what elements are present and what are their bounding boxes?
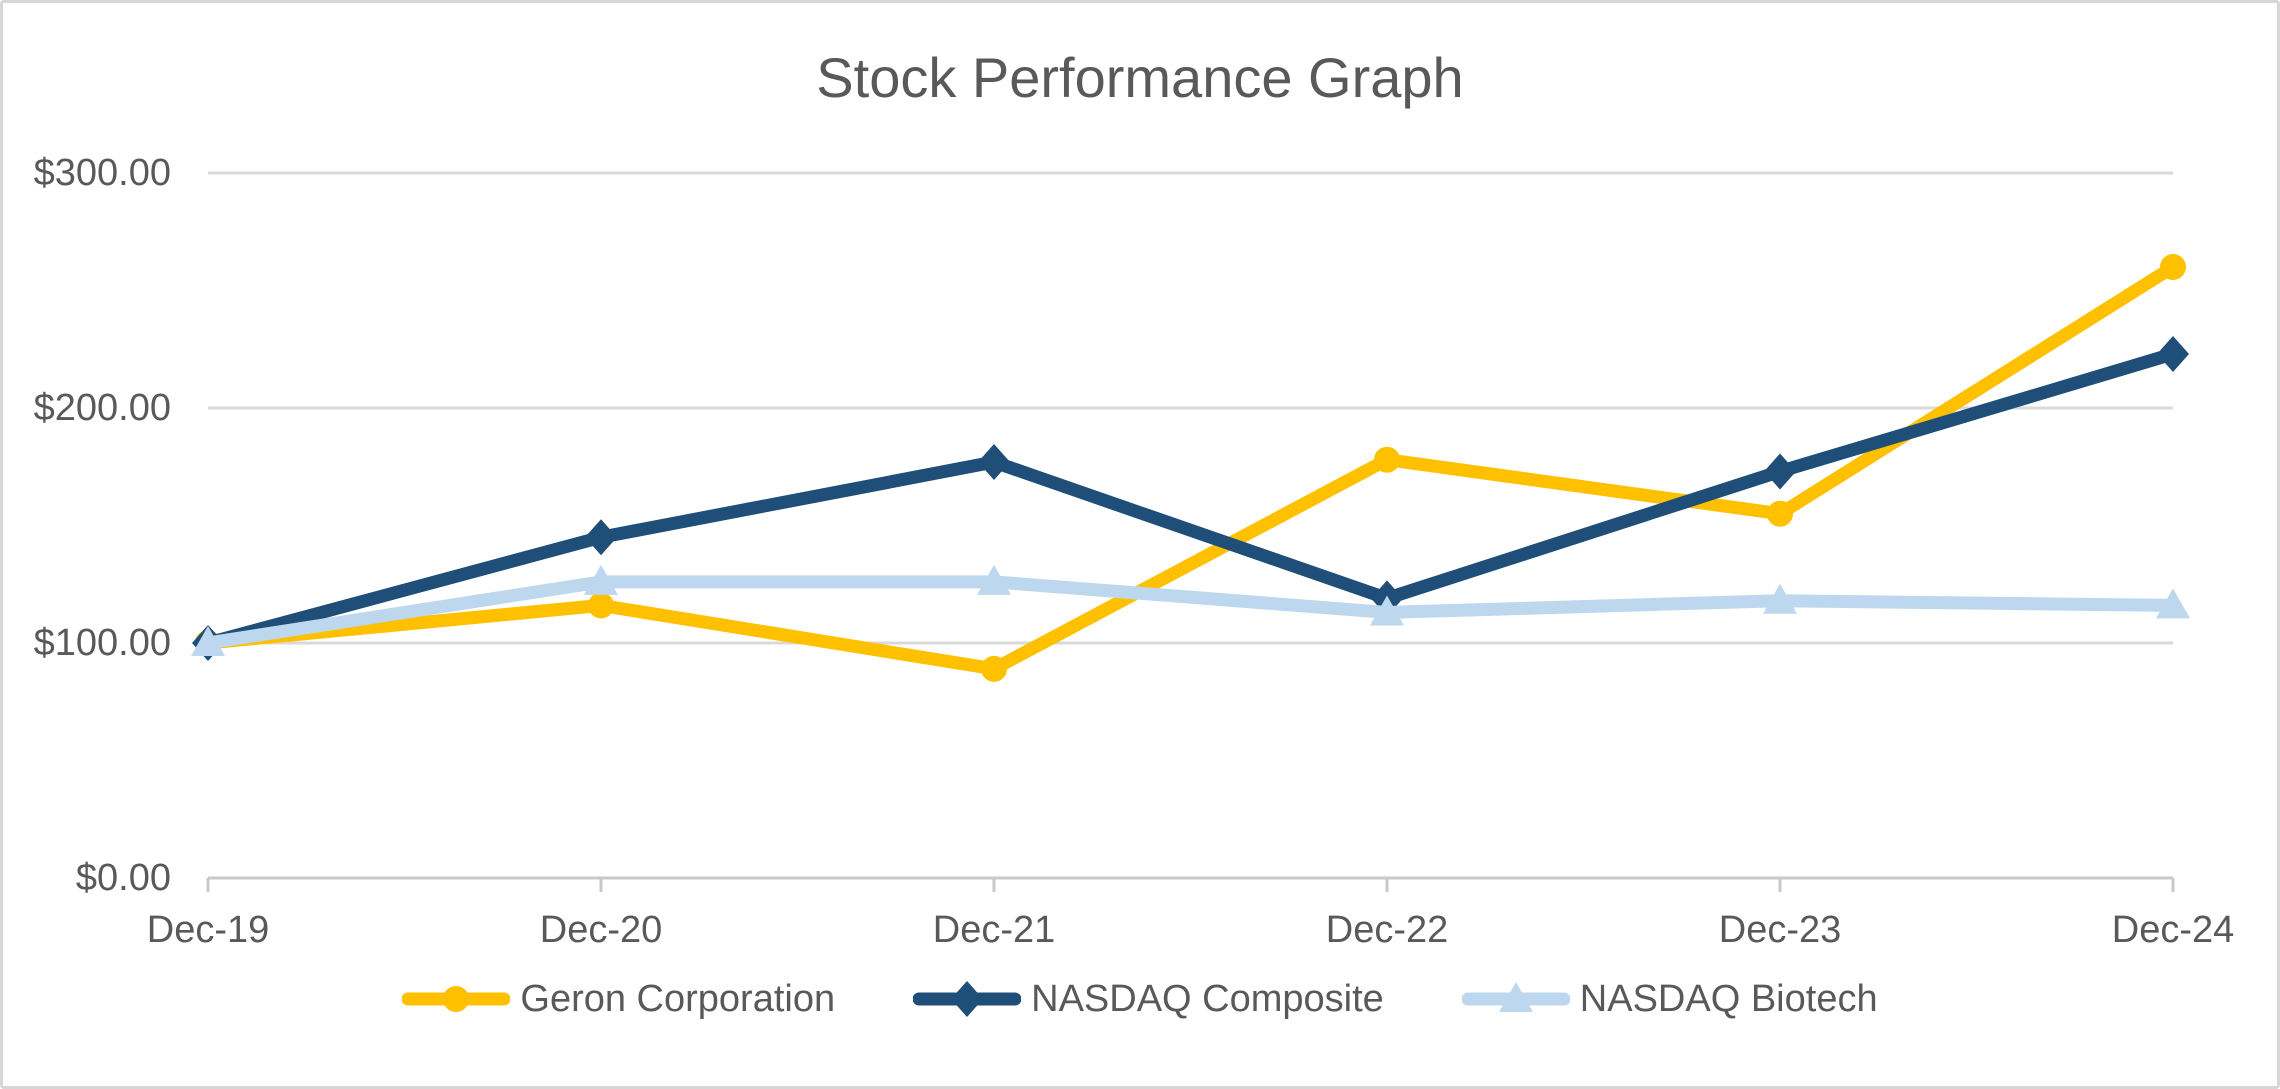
legend-item-nasdaq-composite: NASDAQ Composite	[913, 975, 1384, 1023]
line-circle-marker-icon	[402, 975, 511, 1023]
legend-item-nasdaq-biotech: NASDAQ Biotech	[1461, 975, 1878, 1023]
x-tick-label: Dec-20	[539, 909, 663, 951]
chart-title: Stock Performance Graph	[816, 46, 1464, 109]
plot-area	[191, 171, 2190, 892]
y-tick-label: $0.00	[75, 857, 171, 899]
y-tick-label: $200.00	[33, 387, 171, 429]
y-tick-label: $100.00	[33, 622, 171, 664]
legend-item-geron-corporation: Geron Corporation	[402, 975, 835, 1023]
chart-legend: Geron Corporation NASDAQ Composite NASDA…	[3, 975, 2277, 1023]
series-nasdaq-biotech	[191, 564, 2190, 656]
y-tick-label: $300.00	[33, 152, 171, 194]
x-tick-label: Dec-22	[1325, 909, 1449, 951]
legend-label: NASDAQ Biotech	[1579, 977, 1878, 1020]
x-tick-label: Dec-24	[2111, 909, 2235, 951]
line-diamond-marker-icon	[913, 975, 1022, 1023]
x-tick-label: Dec-19	[146, 909, 270, 951]
legend-label: NASDAQ Composite	[1031, 977, 1384, 1020]
legend-label: Geron Corporation	[520, 977, 836, 1020]
series-geron-corporation	[195, 254, 2186, 682]
x-tick-label: Dec-23	[1718, 909, 1842, 951]
x-tick-label: Dec-21	[932, 909, 1056, 951]
line-triangle-marker-icon	[1461, 975, 1570, 1023]
